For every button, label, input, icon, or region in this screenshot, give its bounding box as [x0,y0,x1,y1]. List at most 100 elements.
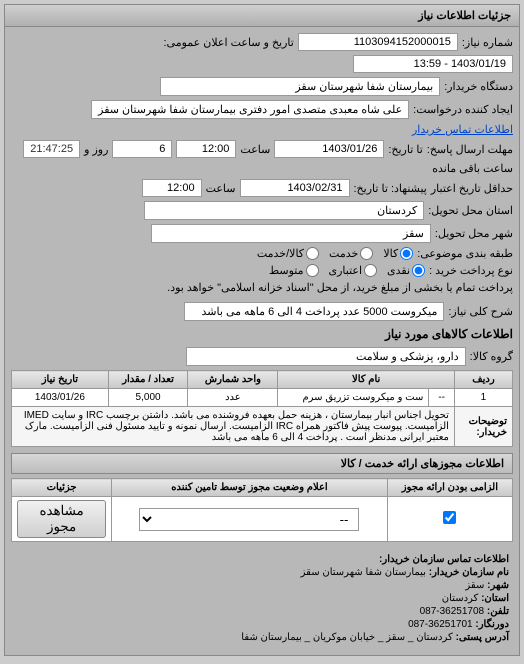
footer: اطلاعات تماس سازمان خریدار: نام سازمان خ… [11,550,513,649]
pkg-both-label: کالا/خدمت [257,247,304,260]
f-city-value: سقز [465,580,484,591]
province-value: کردستان [442,593,479,604]
validity-sub: پیشنهاد: تا تاریخ: [354,182,427,195]
footer-title: اطلاعات تماس سازمان خریدار: [379,554,509,565]
radio-p2-input[interactable] [364,264,377,277]
status-select[interactable]: -- [139,508,359,531]
row-package: طبقه بندی موضوعی: کالا خدمت کالا/خدمت [11,247,513,260]
purchase-radio-group: نقدی اعتباری متوسط [269,264,425,277]
col-status: اعلام وضعیت مجوز توسط تامین کننده [112,479,388,497]
panel-body: شماره نیاز: 1103094152000015 تاریخ و ساع… [5,27,519,655]
col-date: تاریخ نیاز [12,371,109,389]
deadline-time: 12:00 [176,140,236,158]
row-deadline: مهلت ارسال پاسخ: تا تاریخ: 1403/01/26 سا… [11,140,513,175]
p-radio-1[interactable]: نقدی [387,264,425,277]
time-label-2: ساعت [206,182,236,195]
col-mandatory: الزامی بودن ارائه مجوز [387,479,512,497]
countdown: 21:47:25 [23,140,80,158]
phone-label: تلفن: [487,606,509,617]
cell-detail: مشاهده مجوز [12,497,112,542]
row-number: شماره نیاز: 1103094152000015 تاریخ و ساع… [11,33,513,73]
validity-label: حداقل تاریخ اعتبار [431,182,513,195]
address-label: آدرس پستی: [456,632,509,643]
goods-section-title: اطلاعات کالاهای مورد نیاز [11,327,513,341]
pkg-radio-service[interactable]: خدمت [329,247,373,260]
city-label: شهر محل تحویل: [435,227,513,240]
pkg-radio-both[interactable]: کالا/خدمت [257,247,319,260]
panel-title: جزئیات اطلاعات نیاز [5,5,519,27]
goods-table: ردیف نام کالا واحد شمارش تعداد / مقدار ت… [11,370,513,447]
pkg-radio-goods[interactable]: کالا [383,247,413,260]
validity-time: 12:00 [142,179,202,197]
fax-value: 36251701-087 [408,619,473,630]
col-qty: تعداد / مقدار [108,371,188,389]
pkg-label: طبقه بندی موضوعی: [417,247,513,260]
requester-value: علی شاه معبدی متصدی امور دفتری بیمارستان… [91,100,409,119]
footer-city: شهر: سقز [15,580,509,591]
number-value: 1103094152000015 [298,33,458,51]
row-group: گروه کالا: دارو، پزشکی و سلامت [11,347,513,366]
purchase-label: نوع پرداخت خرید : [429,264,513,277]
subject-label: شرح کلی نیاز: [448,305,513,318]
cell-code: -- [429,389,455,407]
col-row: ردیف [454,371,512,389]
footer-phone: تلفن: 36251708-087 [15,606,509,617]
cell-qty: 5,000 [108,389,188,407]
announce-label: تاریخ و ساعت اعلان عمومی: [163,36,293,49]
announce-value: 1403/01/19 - 13:59 [353,55,513,73]
footer-address: آدرس پستی: کردستان _ سقز _ خیابان موکریا… [15,632,509,643]
footer-fax: دورنگار: 36251701-087 [15,619,509,630]
province-label: استان: [481,593,509,604]
deadline-date: 1403/01/26 [274,140,384,158]
deadline-label: مهلت ارسال پاسخ: [427,143,513,156]
contact-link[interactable]: اطلاعات تماس خریدار [412,123,513,136]
fax-label: دورنگار: [475,619,509,630]
validity-date: 1403/02/31 [240,179,350,197]
permits-header: اطلاعات مجوزهای ارائه خدمت / کالا [11,453,513,474]
row-purchase: نوع پرداخت خرید : نقدی اعتباری متوسط پرد… [11,264,513,294]
row-validity: حداقل تاریخ اعتبار پیشنهاد: تا تاریخ: 14… [11,179,513,197]
days-remain-label: روز و [84,143,108,156]
details-panel: جزئیات اطلاعات نیاز شماره نیاز: 11030941… [4,4,520,656]
permits-row: -- مشاهده مجوز [12,497,513,542]
cell-date: 1403/01/26 [12,389,109,407]
desc-value: تحویل اجناس انبار بیمارستان ، هزینه حمل … [12,407,455,447]
f-city-label: شهر: [487,580,509,591]
radio-p3-input[interactable] [306,264,319,277]
location-value: کردستان [144,201,424,220]
number-label: شماره نیاز: [462,36,513,49]
city-value: سقز [151,224,431,243]
desc-row: توضیحات خریدار: تحویل اجناس انبار بیمارس… [12,407,513,447]
p-radio-3[interactable]: متوسط [269,264,319,277]
col-unit: واحد شمارش [188,371,278,389]
row-buyer: دستگاه خریدار: بیمارستان شفا شهرستان سقز [11,77,513,96]
col-name: نام کالا [278,371,454,389]
row-subject: شرح کلی نیاز: میکروست 5000 عدد پرداخت 4 … [11,302,513,321]
pkg-service-label: خدمت [329,247,358,260]
time-label-1: ساعت [240,143,270,156]
view-permit-button[interactable]: مشاهده مجوز [17,500,106,538]
org-label: نام سازمان خریدار: [429,567,509,578]
radio-both-input[interactable] [306,247,319,260]
buyer-value: بیمارستان شفا شهرستان سقز [160,77,440,96]
p2-label: اعتباری [329,264,363,277]
permits-table: الزامی بودن ارائه مجوز اعلام وضعیت مجوز … [11,478,513,542]
radio-goods-input[interactable] [400,247,413,260]
phone-value: 36251708-087 [420,606,485,617]
cell-idx: 1 [454,389,512,407]
radio-p1-input[interactable] [412,264,425,277]
until-label: تا تاریخ: [388,143,422,156]
days-remain: 6 [112,140,172,158]
requester-label: ایجاد کننده درخواست: [413,103,513,116]
mandatory-checkbox[interactable] [443,511,456,524]
cell-name: ست و میکروست تزریق سرم [278,389,429,407]
footer-province: استان: کردستان [15,593,509,604]
radio-service-input[interactable] [360,247,373,260]
pkg-radio-group: کالا خدمت کالا/خدمت [257,247,413,260]
p-radio-2[interactable]: اعتباری [329,264,378,277]
table-row: 1 -- ست و میکروست تزریق سرم عدد 5,000 14… [12,389,513,407]
desc-label-cell: توضیحات خریدار: [454,407,512,447]
cell-status: -- [112,497,388,542]
countdown-label: ساعت باقی مانده [432,162,513,175]
address-value: کردستان _ سقز _ خیابان موکریان _ بیمارست… [241,632,453,643]
